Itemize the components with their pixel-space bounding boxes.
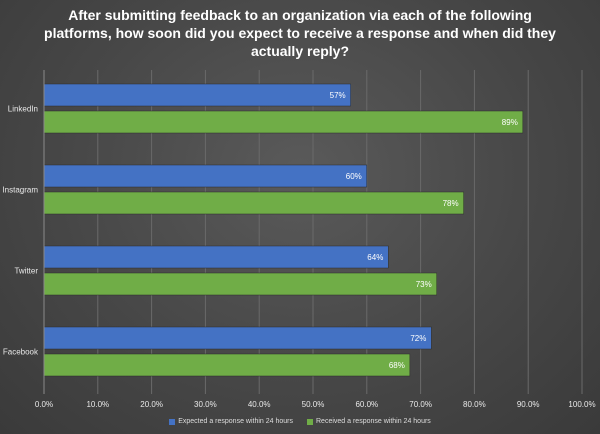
chart-title: After submitting feedback to an organiza…: [44, 7, 556, 59]
data-label: 72%: [410, 334, 426, 343]
data-label: 68%: [389, 361, 405, 370]
category-label: Instagram: [2, 186, 38, 195]
x-tick-label: 30.0%: [194, 400, 217, 409]
x-tick-label: 0.0%: [35, 400, 53, 409]
bar-received: [43, 353, 411, 377]
x-tick-label: 50.0%: [302, 400, 325, 409]
legend-swatch-received: [307, 418, 313, 425]
legend-label-received: Received a response within 24 hours: [316, 418, 431, 425]
legend-swatch-expected: [169, 418, 176, 425]
category-label: Facebook: [3, 348, 39, 357]
bar-received: [43, 272, 437, 296]
x-tick-label: 90.0%: [517, 400, 540, 409]
data-label: 78%: [443, 199, 459, 208]
bar-received: [43, 191, 464, 215]
data-label: 60%: [346, 172, 362, 181]
x-tick-label: 70.0%: [409, 400, 432, 409]
x-tick-label: 80.0%: [463, 400, 486, 409]
legend-label-expected: Expected a response within 24 hours: [178, 418, 293, 425]
legend-item-expected: Expected a response within 24 hours: [169, 418, 293, 425]
x-tick-label: 40.0%: [248, 400, 271, 409]
data-label: 64%: [367, 253, 383, 262]
category-label: LinkedIn: [8, 105, 38, 114]
category-label: Twitter: [14, 267, 38, 276]
x-tick-label: 10.0%: [86, 400, 109, 409]
bar-expected: [43, 83, 351, 107]
bar-expected: [43, 326, 432, 350]
x-tick-label: 100.0%: [568, 400, 595, 409]
bar-expected: [43, 245, 389, 269]
x-tick-label: 60.0%: [355, 400, 378, 409]
legend-item-received: Received a response within 24 hours: [307, 418, 431, 425]
x-tick-label: 20.0%: [140, 400, 163, 409]
data-label: 57%: [330, 91, 346, 100]
data-label: 73%: [416, 280, 432, 289]
data-label: 89%: [502, 118, 518, 127]
bar-expected: [43, 164, 368, 188]
legend: Expected a response within 24 hours Rece…: [0, 418, 600, 425]
bar-received: [43, 110, 524, 134]
